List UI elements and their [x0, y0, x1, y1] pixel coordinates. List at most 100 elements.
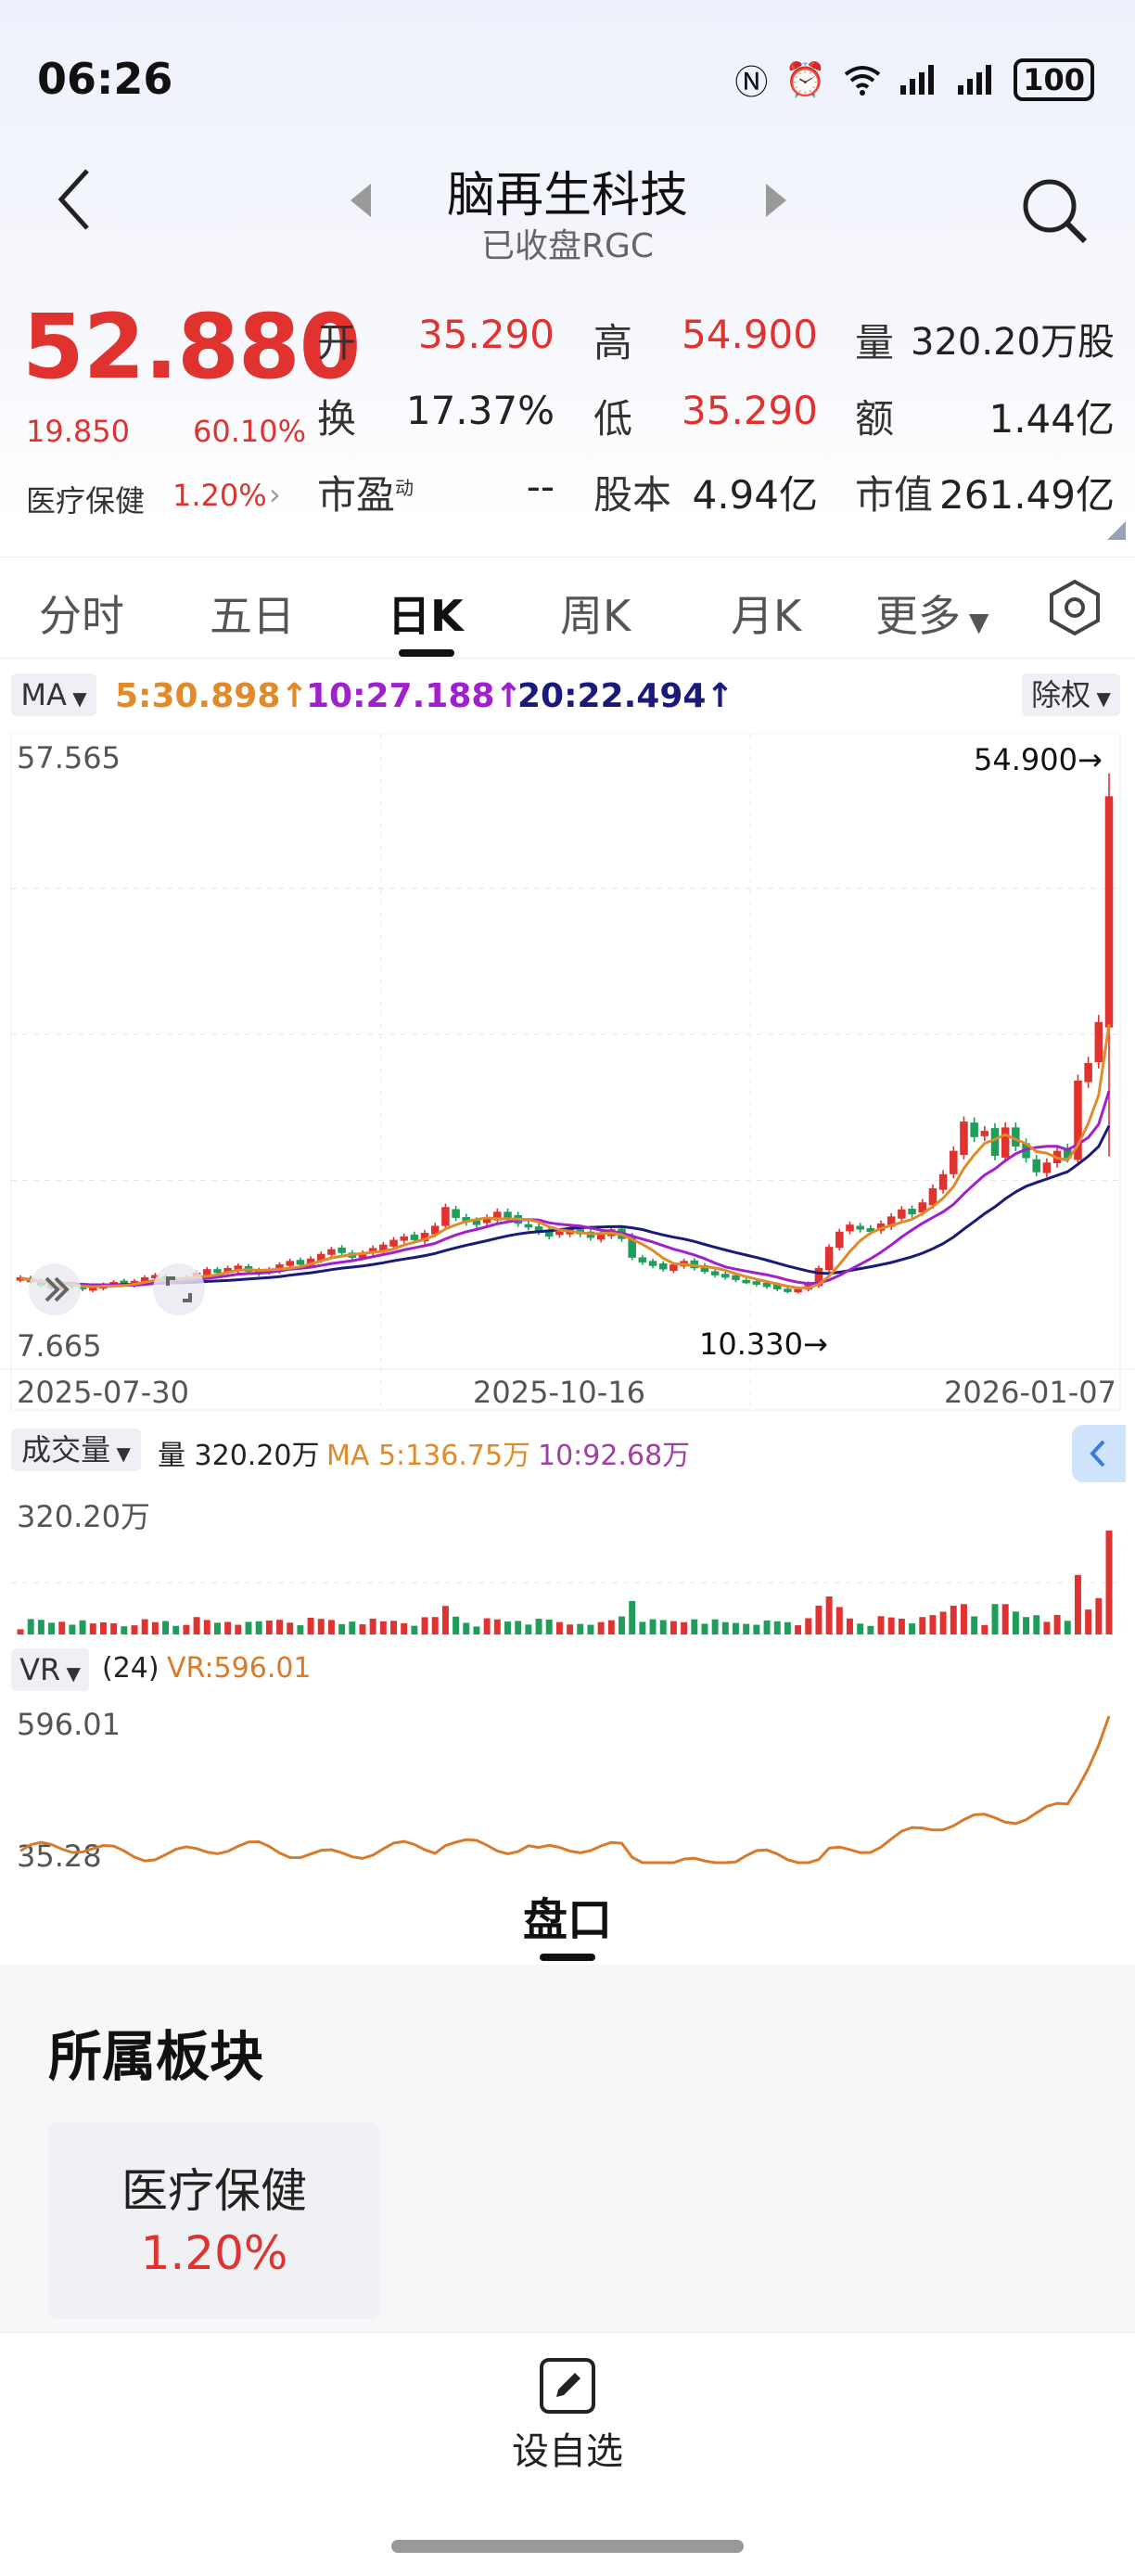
vr-indicator-selector[interactable]: VR ▼ — [11, 1648, 89, 1691]
battery-icon: 100 — [1014, 58, 1094, 101]
turnover-label: 换 — [317, 396, 357, 442]
candle-body — [960, 1121, 968, 1156]
edit-favorite-icon[interactable] — [538, 2356, 597, 2416]
last-price: 52.880 — [22, 295, 361, 399]
volume-bar — [659, 1620, 667, 1634]
tab-intraday[interactable]: 分时 — [39, 591, 124, 641]
back-icon[interactable] — [56, 167, 93, 232]
fullscreen-icon[interactable] — [150, 1262, 208, 1317]
adjust-label: 除权 — [1031, 677, 1091, 712]
volume-bar — [151, 1621, 159, 1634]
volume-bar — [961, 1604, 967, 1634]
ma5-legend: 5:30.898↑ — [115, 677, 309, 715]
volume-axis-max: 320.20万 — [17, 1499, 150, 1534]
caret-down-icon: ▼ — [66, 687, 87, 710]
volume-bar — [369, 1618, 376, 1634]
volume-bar — [327, 1620, 335, 1634]
low-value: 35.290 — [682, 388, 818, 433]
volume-bar — [587, 1624, 594, 1634]
volume-bar — [183, 1624, 190, 1634]
prev-stock-icon[interactable] — [351, 184, 371, 217]
market-cap-value: 261.49亿 — [939, 472, 1115, 518]
tab-more-label: 更多 — [875, 591, 961, 641]
vr-indicator-label: VR — [19, 1652, 61, 1687]
x-axis-date-start: 2025-07-30 — [17, 1375, 189, 1410]
volume-bar — [607, 1620, 615, 1634]
volume-bar — [287, 1622, 294, 1634]
volume-bar — [483, 1618, 491, 1634]
volume-bar — [919, 1617, 926, 1634]
y-axis-max: 57.565 — [17, 740, 121, 775]
signal-icon-2 — [958, 65, 992, 95]
turnover-value: 17.37% — [405, 388, 555, 433]
volume-bar — [1074, 1574, 1081, 1634]
pankou-tab[interactable]: 盘口 — [522, 1894, 612, 1946]
sector-name[interactable]: 医疗保健 — [26, 483, 146, 519]
volume-bar — [691, 1619, 698, 1634]
volume-bar — [453, 1616, 460, 1634]
volume-bar — [172, 1625, 180, 1634]
candle-body — [452, 1209, 460, 1218]
candle-body — [732, 1275, 740, 1280]
tab-more[interactable]: 更多 ▼ — [875, 583, 988, 644]
volume-bar — [131, 1625, 138, 1634]
volume-bar — [525, 1624, 532, 1634]
candle-body — [638, 1257, 647, 1262]
vr-chart[interactable] — [0, 1698, 1135, 1874]
tab-five-day[interactable]: 五日 — [210, 591, 295, 641]
volume-bar — [567, 1624, 574, 1634]
volume-bar — [629, 1600, 636, 1634]
ma-selector-label: MA — [20, 677, 67, 712]
volume-bar — [307, 1617, 314, 1634]
volume-indicator-selector[interactable]: 成交量 ▼ — [11, 1429, 141, 1471]
volume-bar — [245, 1621, 252, 1634]
low-label: 低 — [593, 396, 633, 442]
candle-body — [524, 1224, 533, 1228]
volume-bar — [27, 1619, 34, 1634]
volume-bar — [1064, 1621, 1071, 1634]
candle-body — [286, 1261, 294, 1266]
tab-weekly-k[interactable]: 周K — [560, 591, 631, 641]
home-indicator[interactable] — [391, 2540, 744, 2553]
search-icon[interactable] — [1020, 176, 1090, 247]
volume-indicator-label: 成交量 — [21, 1432, 111, 1467]
volume-bar — [721, 1621, 729, 1634]
ma5-line — [19, 1024, 1111, 1289]
volume-bar — [805, 1618, 812, 1634]
volume-bar — [929, 1615, 937, 1634]
add-favorite-button[interactable]: 设自选 — [512, 2430, 623, 2473]
sector-card[interactable] — [48, 2122, 380, 2319]
vr-axis-max: 596.01 — [17, 1707, 121, 1742]
settings-hex-icon[interactable] — [1046, 579, 1103, 636]
sector-percent[interactable]: 1.20% — [172, 478, 267, 513]
volume-bar — [276, 1620, 283, 1634]
volume-bar — [203, 1620, 210, 1634]
adjust-selector[interactable]: 除权 ▼ — [1022, 673, 1120, 716]
x-axis-date-end: 2026-01-07 — [944, 1375, 1116, 1410]
expand-corner-icon[interactable] — [1107, 521, 1126, 540]
volume-bar — [1053, 1614, 1061, 1634]
ma-selector[interactable]: MA ▼ — [11, 673, 96, 716]
candle-body — [856, 1225, 864, 1230]
tab-monthly-k[interactable]: 月K — [731, 591, 802, 641]
volume-bar — [431, 1617, 439, 1634]
volume-bar — [504, 1621, 511, 1634]
collapse-panel-button[interactable] — [1072, 1425, 1126, 1482]
volume-bar — [535, 1619, 542, 1634]
volume-chart[interactable] — [0, 1484, 1135, 1642]
tab-daily-k[interactable]: 日K — [388, 591, 464, 641]
volume-bar — [950, 1606, 957, 1634]
caret-down-icon: ▼ — [1090, 687, 1111, 710]
candle-body — [1084, 1062, 1092, 1083]
scroll-left-icon[interactable] — [22, 1262, 87, 1317]
pankou-indicator — [540, 1954, 595, 1961]
next-stock-icon[interactable] — [766, 184, 786, 217]
volume-bar — [463, 1622, 470, 1634]
high-label: 高 — [593, 320, 633, 365]
volume-bar — [991, 1604, 999, 1634]
volume-ma10-legend: 10:92.68万 — [538, 1440, 691, 1472]
amount-value: 1.44亿 — [988, 396, 1115, 442]
alarm-icon: ⏰ — [784, 61, 827, 99]
volume-bar — [577, 1623, 584, 1634]
chevron-right-icon[interactable]: › — [269, 477, 281, 512]
